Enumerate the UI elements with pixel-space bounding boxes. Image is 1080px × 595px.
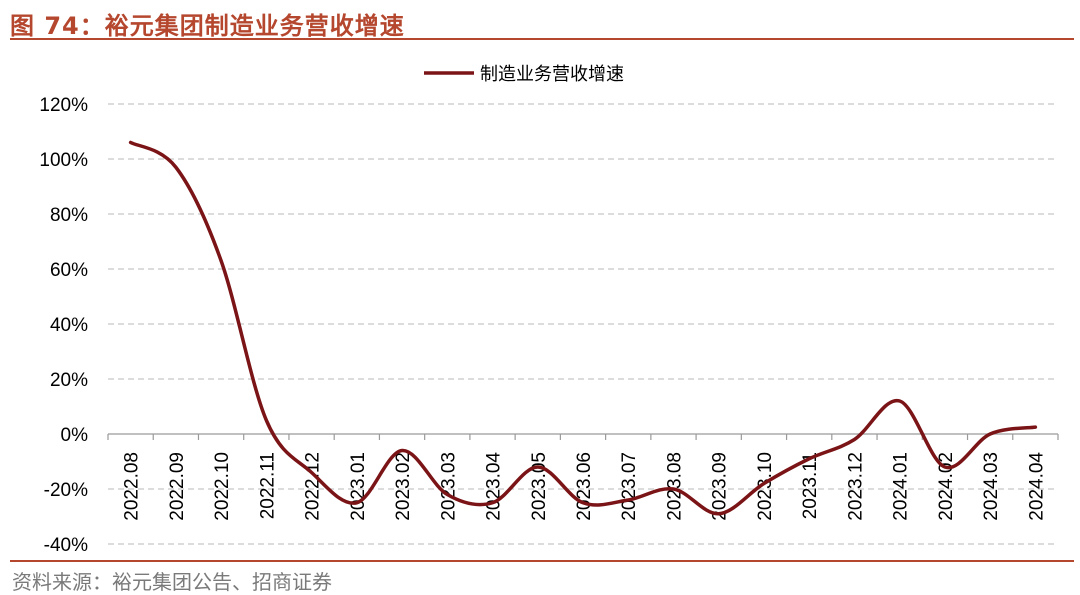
x-tick-label: 2024.04 — [1026, 452, 1047, 521]
x-tick-label: 2024.01 — [891, 452, 912, 521]
x-axis — [107, 433, 1059, 440]
y-tick-label: 40% — [50, 315, 88, 336]
gridlines — [108, 103, 1058, 545]
x-axis-ticks: 2022.08 2022.09 2022.10 2022.11 2022.12 2023.… — [122, 452, 1048, 521]
y-tick-label: 100% — [39, 150, 88, 171]
x-tick-label: 2023.12 — [845, 452, 866, 521]
y-tick-label: 80% — [50, 205, 88, 226]
x-tick-label: 2022.08 — [122, 452, 143, 521]
y-tick-label: 20% — [50, 370, 88, 391]
x-tick-label: 2023.04 — [484, 452, 505, 521]
x-tick-label: 2023.02 — [393, 452, 414, 521]
source-note: 资料来源：裕元集团公告、招商证券 — [12, 570, 332, 594]
x-tick-label: 2022.11 — [257, 452, 278, 519]
source-divider — [10, 560, 1074, 562]
y-tick-label: -40% — [44, 535, 88, 556]
y-tick-label: -20% — [44, 480, 88, 501]
y-tick-label: 60% — [50, 260, 88, 281]
x-tick-label: 2022.09 — [167, 452, 188, 521]
x-tick-label: 2023.03 — [438, 452, 459, 521]
x-tick-label: 2024.02 — [936, 452, 957, 521]
x-tick-label: 2022.10 — [212, 452, 233, 521]
x-tick-label: 2023.08 — [664, 452, 685, 521]
series-line — [128, 140, 1038, 516]
legend-label: 制造业务营收增速 — [480, 64, 624, 85]
x-tick-label: 2022.12 — [303, 452, 324, 521]
figure-title: 图 74：裕元集团制造业务营收增速 — [10, 12, 405, 40]
x-tick-label: 2024.03 — [981, 452, 1002, 521]
title-divider — [10, 38, 1074, 40]
x-tick-label: 2023.07 — [619, 452, 640, 521]
x-tick-label: 2023.09 — [710, 452, 731, 521]
legend: 制造业务营收增速 — [424, 64, 624, 85]
x-tick-label: 2023.10 — [755, 452, 776, 521]
y-axis-ticks: 120% 100% 80% 60% 40% 20% 0% -20% -40% — [39, 95, 88, 556]
y-tick-label: 120% — [39, 95, 88, 116]
series-lines — [128, 140, 1038, 516]
x-tick-label: 2023.01 — [348, 452, 369, 521]
x-tick-label: 2023.06 — [574, 452, 595, 521]
y-tick-label: 0% — [61, 425, 89, 446]
x-tick-label: 2023.11 — [800, 452, 821, 519]
x-tick-label: 2023.05 — [529, 452, 550, 521]
